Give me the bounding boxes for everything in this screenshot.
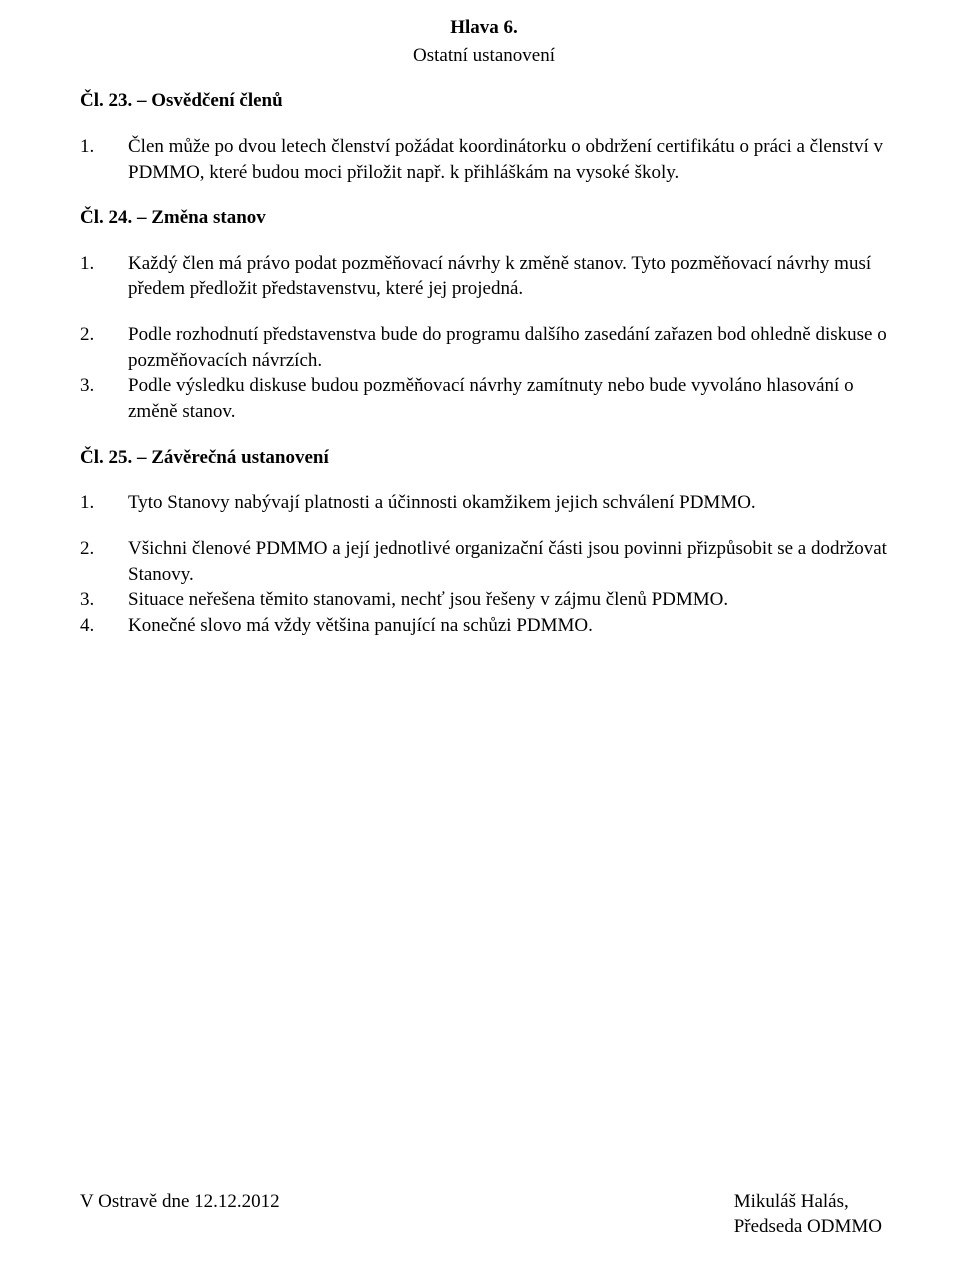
list-number: 3. (80, 373, 128, 424)
list-item: 3. Situace neřešena těmito stanovami, ne… (80, 587, 888, 613)
list-text: Tyto Stanovy nabývají platnosti a účinno… (128, 490, 888, 516)
list-item: 2. Podle rozhodnutí představenstva bude … (80, 322, 888, 373)
list-text: Podle výsledku diskuse budou pozměňovací… (128, 373, 888, 424)
list-item: 3. Podle výsledku diskuse budou pozměňov… (80, 373, 888, 424)
list-number: 1. (80, 251, 128, 302)
list-text: Konečné slovo má vždy většina panující n… (128, 613, 888, 639)
article-23-title: Čl. 23. – Osvědčení členů (80, 88, 888, 114)
list-text: Podle rozhodnutí představenstva bude do … (128, 322, 888, 373)
list-number: 4. (80, 613, 128, 639)
list-item: 1. Člen může po dvou letech členství pož… (80, 134, 888, 185)
footer: V Ostravě dne 12.12.2012 Mikuláš Halás, … (80, 1189, 882, 1240)
list-text: Každý člen má právo podat pozměňovací ná… (128, 251, 888, 302)
list-number: 1. (80, 490, 128, 516)
list-number: 1. (80, 134, 128, 185)
list-number: 3. (80, 587, 128, 613)
footer-signature: Mikuláš Halás, Předseda ODMMO (734, 1189, 882, 1240)
footer-name: Mikuláš Halás, (734, 1189, 882, 1215)
article-24-title: Čl. 24. – Změna stanov (80, 205, 888, 231)
chapter-subtitle: Ostatní ustanovení (80, 43, 888, 69)
chapter-title: Hlava 6. (80, 15, 888, 41)
list-item: 1. Každý člen má právo podat pozměňovací… (80, 251, 888, 302)
footer-place-date: V Ostravě dne 12.12.2012 (80, 1189, 280, 1215)
list-text: Člen může po dvou letech členství požáda… (128, 134, 888, 185)
article-25-title: Čl. 25. – Závěrečná ustanovení (80, 445, 888, 471)
list-text: Situace neřešena těmito stanovami, nechť… (128, 587, 888, 613)
footer-role: Předseda ODMMO (734, 1214, 882, 1240)
list-item: 4. Konečné slovo má vždy většina panujíc… (80, 613, 888, 639)
list-number: 2. (80, 536, 128, 587)
list-item: 1. Tyto Stanovy nabývají platnosti a úči… (80, 490, 888, 516)
list-text: Všichni členové PDMMO a její jednotlivé … (128, 536, 888, 587)
list-item: 2. Všichni členové PDMMO a její jednotli… (80, 536, 888, 587)
list-number: 2. (80, 322, 128, 373)
